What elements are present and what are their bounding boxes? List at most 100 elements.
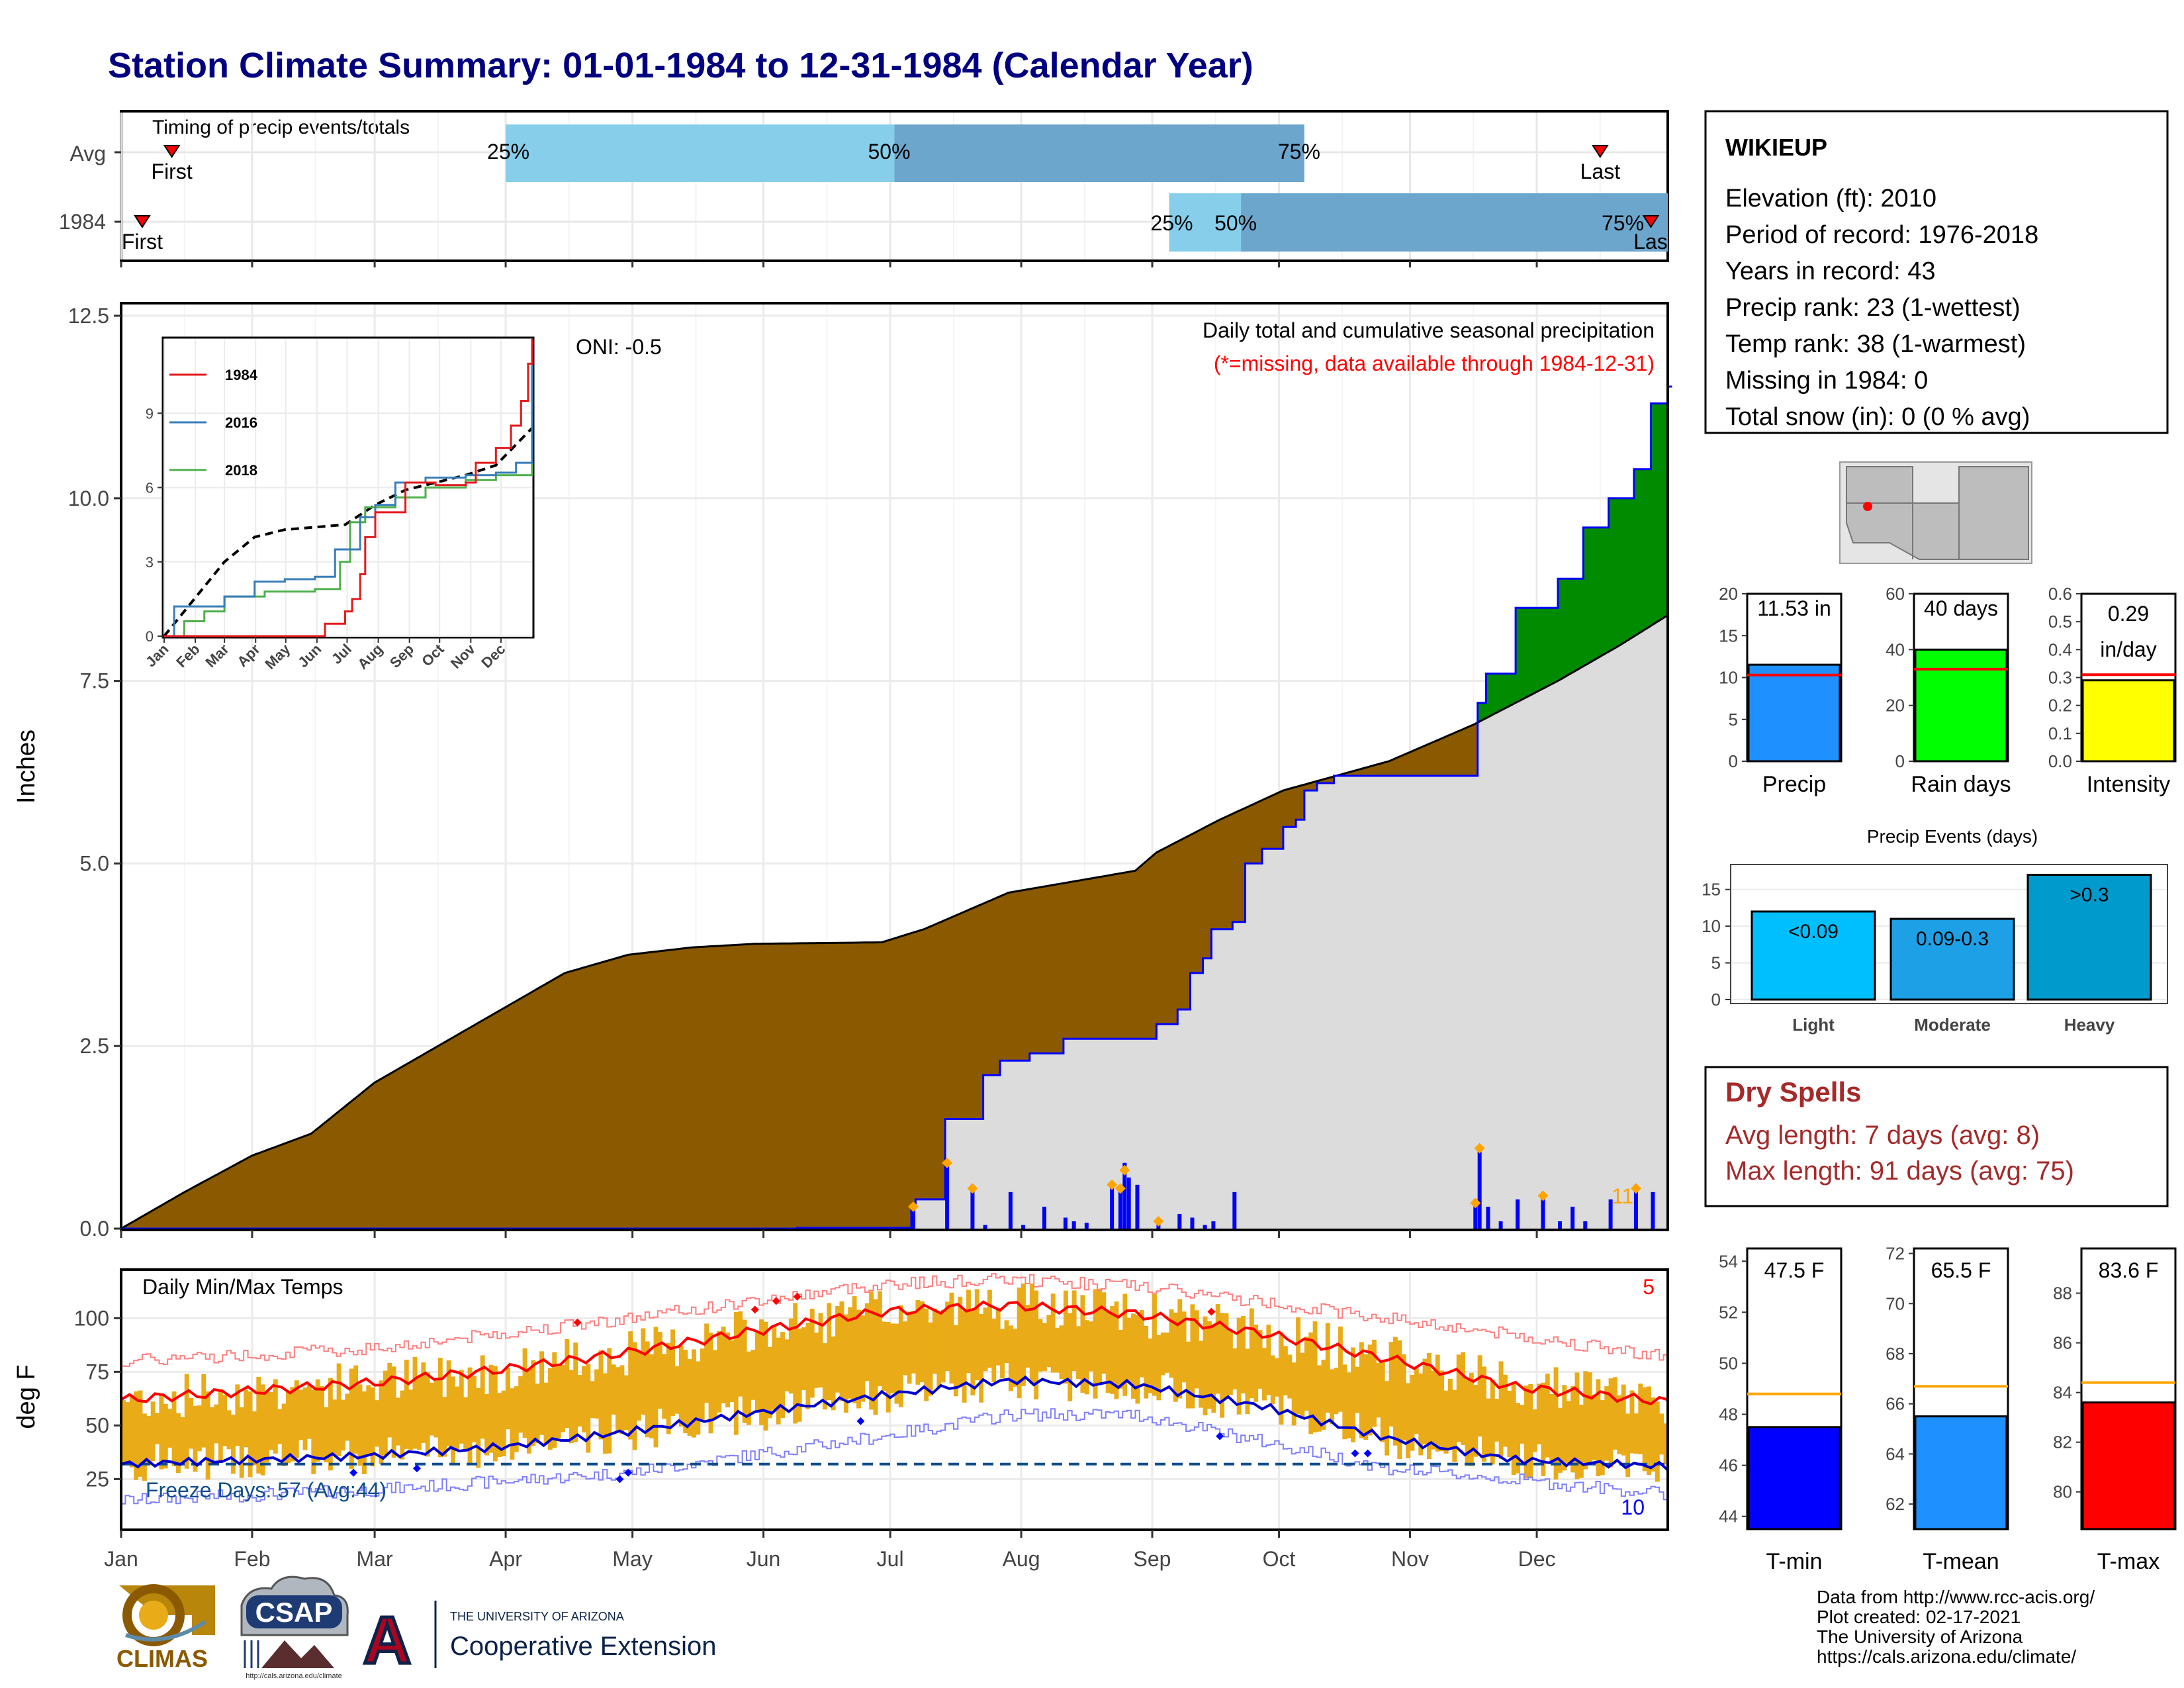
daily-temp-range-bar — [1617, 1395, 1622, 1454]
daily-temp-range-bar — [1029, 1283, 1034, 1384]
daily-temp-range-bar — [383, 1370, 388, 1456]
cumulative-difference-segment — [894, 937, 899, 1228]
precip-caption: Daily total and cumulative seasonal prec… — [1203, 318, 1655, 342]
daily-temp-range-bar — [958, 1296, 963, 1387]
cumulative-difference-segment — [1380, 763, 1385, 776]
temp-bar-label: T-min — [1766, 1549, 1823, 1574]
cumulative-difference-segment — [991, 899, 997, 1076]
daily-temp-range-bar — [1659, 1413, 1664, 1455]
daily-temp-range-bar — [1574, 1372, 1580, 1479]
precip-ytick-label: 2.5 — [80, 1034, 109, 1058]
daily-temp-range-bar — [1321, 1360, 1326, 1430]
daily-precip-bar — [1541, 1192, 1545, 1229]
daily-temp-range-bar — [767, 1346, 772, 1419]
daily-temp-range-bar — [1355, 1366, 1360, 1413]
daily-temp-range-bar — [1312, 1321, 1318, 1432]
daily-temp-range-bar — [1308, 1332, 1314, 1434]
daily-temp-range-bar — [1304, 1336, 1309, 1411]
cumulative-difference-segment — [903, 935, 908, 1228]
daily-temp-range-bar — [379, 1380, 384, 1464]
daily-precip-bar — [1110, 1184, 1115, 1229]
daily-temp-range-bar — [1013, 1329, 1018, 1387]
daily-temp-range-bar — [484, 1393, 490, 1456]
daily-temp-range-bar — [1477, 1355, 1482, 1437]
month-label: Oct — [1263, 1547, 1296, 1571]
cumulative-difference-segment — [480, 1020, 485, 1229]
daily-temp-range-bar — [239, 1407, 244, 1478]
cumulative-difference-segment — [1592, 527, 1597, 661]
temp-bar-value — [1747, 1426, 1841, 1530]
cumulative-difference-segment — [383, 1076, 388, 1229]
daily-temp-range-bar — [1089, 1321, 1094, 1372]
daily-temp-range-bar — [1363, 1354, 1369, 1440]
daily-precip-bar — [1486, 1206, 1490, 1229]
cumulative-difference-segment — [1211, 823, 1216, 929]
cumulative-difference-segment — [1439, 738, 1445, 776]
inset-series-2016 — [164, 351, 533, 637]
cumulative-difference-segment — [1604, 527, 1610, 653]
cumulative-difference-segment — [1600, 527, 1605, 655]
precip-ylabel: Inches — [13, 729, 40, 804]
daily-temp-range-bar — [535, 1383, 540, 1443]
cumulative-difference-segment — [924, 928, 929, 1199]
daily-temp-range-bar — [1401, 1354, 1406, 1440]
daily-temp-range-bar — [869, 1291, 874, 1410]
cumulative-difference-segment — [809, 943, 815, 1228]
cumulative-difference-segment — [353, 1098, 359, 1229]
cumulative-difference-segment — [788, 943, 794, 1229]
daily-temp-range-bar — [345, 1393, 350, 1441]
cumulative-difference-segment — [670, 949, 676, 1229]
cumulative-difference-segment — [759, 943, 764, 1229]
cumulative-difference-segment — [370, 1084, 375, 1229]
cumulative-difference-segment — [1249, 805, 1254, 864]
cumulative-difference-segment — [1456, 731, 1461, 776]
temp-bar-tick-label: 80 — [2053, 1482, 2072, 1502]
cumulative-difference-segment — [235, 1163, 240, 1229]
cumulative-difference-segment — [1655, 403, 1660, 622]
daily-temp-range-bar — [226, 1410, 232, 1450]
daily-temp-range-bar — [1380, 1360, 1385, 1442]
cumulative-difference-segment — [856, 942, 862, 1228]
cumulative-difference-segment — [1165, 847, 1170, 1025]
daily-temp-range-bar — [256, 1376, 261, 1474]
station-info-line: Total snow (in): 0 (0 % avg) — [1725, 403, 2030, 431]
first-label: First — [152, 160, 193, 183]
extreme-precip-marker — [1115, 1183, 1126, 1194]
temp-bar-value-label: 47.5 F — [1764, 1258, 1825, 1282]
daily-precip-bar — [1042, 1206, 1046, 1229]
logos: CLIMAS CSAP http://cals.arizona.edu/clim… — [116, 1575, 716, 1680]
daily-temp-range-bar — [539, 1351, 545, 1435]
daily-temp-range-bar — [1317, 1365, 1322, 1432]
station-info-line: Missing in 1984: 0 — [1725, 367, 1928, 395]
daily-temp-range-bar — [1600, 1400, 1605, 1476]
daily-temp-range-bar — [742, 1319, 747, 1423]
temp-ylabel: deg F — [13, 1364, 40, 1429]
cumulative-difference-segment — [860, 942, 866, 1228]
daily-temp-range-bar — [531, 1360, 536, 1446]
daily-temp-range-bar — [873, 1299, 878, 1415]
daily-temp-range-bar — [1456, 1354, 1461, 1442]
cumulative-difference-segment — [721, 945, 726, 1229]
daily-temp-range-bar — [1093, 1289, 1098, 1399]
daily-temp-range-bar — [235, 1384, 240, 1446]
cumulative-difference-segment — [231, 1166, 236, 1229]
cumulative-difference-segment — [336, 1111, 341, 1229]
annual-summary-bars: 11.53 in 0 5 10 15 20 Precip 40 days 0 20 40 60 Rain… — [1719, 584, 2177, 797]
daily-temp-range-bar — [361, 1391, 367, 1475]
mini-bar-value-label: 0.29 — [2108, 602, 2149, 626]
cumulative-difference-segment — [328, 1118, 333, 1229]
cumulative-difference-segment — [1330, 776, 1335, 784]
daily-temp-range-bar — [1101, 1292, 1107, 1374]
daily-temp-range-bar — [281, 1403, 287, 1466]
daily-temp-range-bar — [366, 1385, 371, 1454]
daily-temp-range-bar — [463, 1397, 469, 1450]
events-tick-label: 15 — [1702, 880, 1721, 900]
daily-temp-range-bar — [733, 1312, 739, 1435]
cumulative-difference-segment — [1385, 761, 1390, 776]
temp-bar-tick-label: 82 — [2053, 1432, 2072, 1452]
daily-temp-range-bar — [1334, 1368, 1339, 1415]
daily-temp-range-bar — [594, 1369, 600, 1419]
daily-temp-range-bar — [430, 1382, 435, 1436]
temp-bar-tick-label: 50 — [1719, 1353, 1738, 1373]
inset-ytick-label: 0 — [146, 628, 154, 645]
